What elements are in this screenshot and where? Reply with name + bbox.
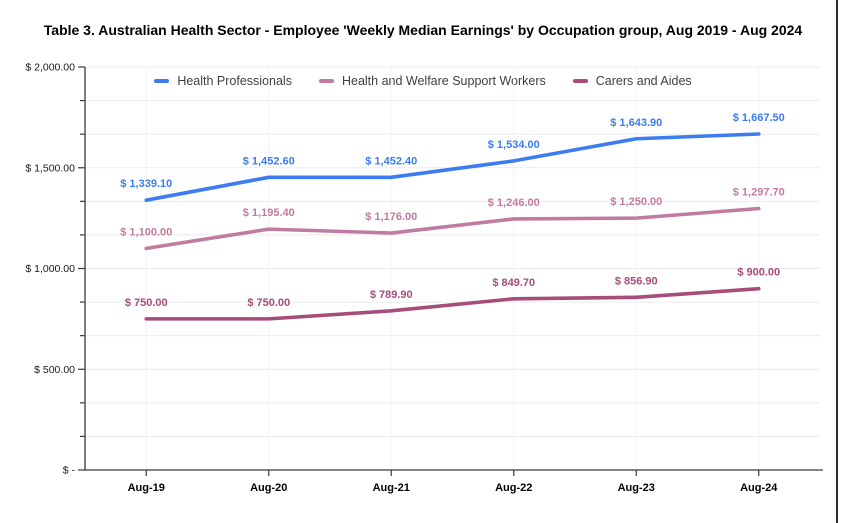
legend-swatch-icon <box>154 78 170 84</box>
legend-label: Health and Welfare Support Workers <box>341 74 546 88</box>
svg-text:$ 900.00: $ 900.00 <box>737 267 780 279</box>
chart-title: Table 3. Australian Health Sector - Empl… <box>43 22 803 38</box>
svg-text:$ 1,500.00: $ 1,500.00 <box>25 162 75 174</box>
page-right-border <box>836 0 838 523</box>
svg-text:$ 750.00: $ 750.00 <box>247 297 290 309</box>
svg-text:$ 1,250.00: $ 1,250.00 <box>610 196 662 208</box>
svg-text:$ 1,246.00: $ 1,246.00 <box>488 197 540 209</box>
svg-text:$ 1,452.40: $ 1,452.40 <box>365 155 417 167</box>
svg-text:$ 849.70: $ 849.70 <box>492 277 535 289</box>
svg-text:$ 1,667.50: $ 1,667.50 <box>733 112 785 124</box>
legend-item-carers-and-aides: Carers and Aides <box>572 74 692 88</box>
chart-legend: Health Professionals Health and Welfare … <box>0 74 846 88</box>
legend-item-health-professionals: Health Professionals <box>154 74 292 88</box>
svg-text:Aug-19: Aug-19 <box>128 482 165 494</box>
svg-text:$ 1,297.70: $ 1,297.70 <box>733 187 785 199</box>
svg-text:Aug-20: Aug-20 <box>250 482 287 494</box>
svg-text:$ 750.00: $ 750.00 <box>125 297 168 309</box>
svg-text:$ 2,000.00: $ 2,000.00 <box>25 62 75 74</box>
svg-text:Aug-24: Aug-24 <box>740 482 778 494</box>
svg-text:$ 1,534.00: $ 1,534.00 <box>488 139 540 151</box>
svg-text:$ 1,100.00: $ 1,100.00 <box>120 226 172 238</box>
svg-text:$ 500.00: $ 500.00 <box>34 364 75 376</box>
legend-item-health-welfare-support-workers: Health and Welfare Support Workers <box>318 74 546 88</box>
svg-text:$ 1,452.60: $ 1,452.60 <box>243 155 295 167</box>
legend-swatch-icon <box>572 78 588 84</box>
legend-swatch-icon <box>318 78 334 84</box>
svg-text:Aug-21: Aug-21 <box>373 482 410 494</box>
legend-label: Carers and Aides <box>595 74 692 88</box>
svg-text:Aug-23: Aug-23 <box>618 482 655 494</box>
svg-text:$ 789.90: $ 789.90 <box>370 289 413 301</box>
svg-text:$ -: $ - <box>63 465 76 477</box>
svg-text:$ 1,176.00: $ 1,176.00 <box>365 211 417 223</box>
svg-text:$ 1,000.00: $ 1,000.00 <box>25 263 75 275</box>
svg-text:Aug-22: Aug-22 <box>495 482 532 494</box>
legend-label: Health Professionals <box>177 74 292 88</box>
svg-text:$ 1,339.10: $ 1,339.10 <box>120 178 172 190</box>
svg-text:$ 1,195.40: $ 1,195.40 <box>243 207 295 219</box>
svg-text:$ 856.90: $ 856.90 <box>615 275 658 287</box>
svg-text:$ 1,643.90: $ 1,643.90 <box>610 117 662 129</box>
